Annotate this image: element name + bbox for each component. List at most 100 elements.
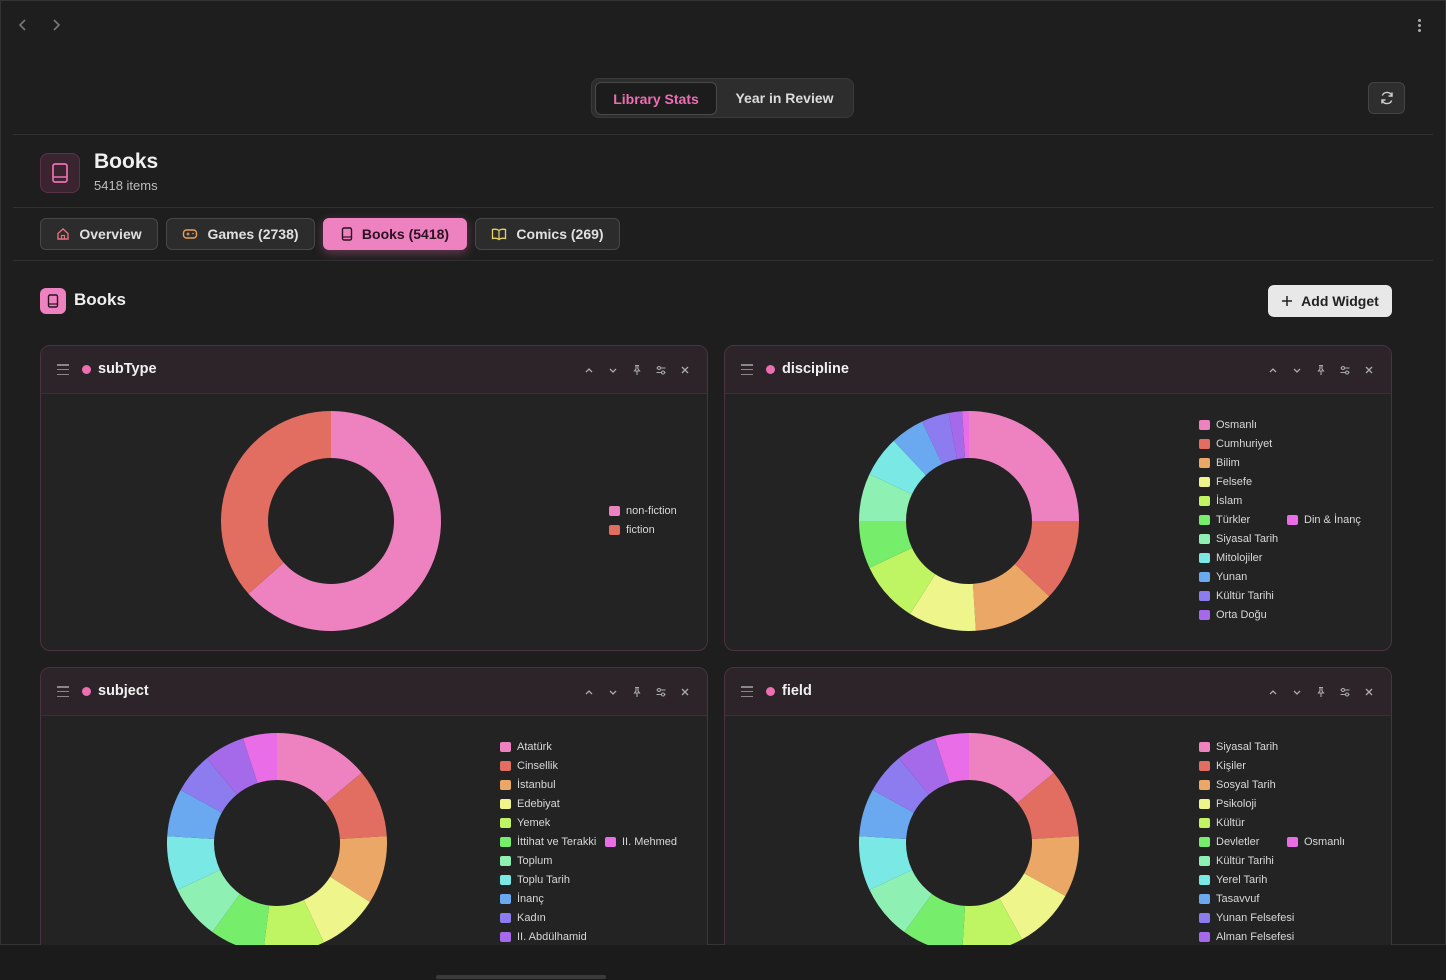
legend-item[interactable]: İslam <box>1199 494 1242 508</box>
add-widget-button[interactable]: Add Widget <box>1268 285 1392 317</box>
legend-item[interactable]: Mitolojiler <box>1199 551 1262 565</box>
legend-item[interactable]: Yunan Felsefesi <box>1199 911 1294 925</box>
legend-item[interactable]: Orta Doğu <box>1199 608 1267 622</box>
donut-slice-3[interactable] <box>999 873 1066 940</box>
legend-item[interactable]: Toplu Tarih <box>500 873 570 887</box>
settings-sliders-icon[interactable] <box>651 360 671 380</box>
legend-item[interactable]: Cinsellik <box>500 759 558 773</box>
close-icon[interactable] <box>675 360 695 380</box>
chevron-left-icon[interactable] <box>13 15 33 35</box>
donut-slice-7[interactable] <box>859 836 912 890</box>
donut-slice-9[interactable] <box>922 412 958 464</box>
chevron-down-icon[interactable] <box>1287 682 1307 702</box>
legend-item[interactable]: Felsefe <box>1199 475 1252 489</box>
close-icon[interactable] <box>1359 360 1379 380</box>
donut-slice-6[interactable] <box>177 869 240 932</box>
legend-item[interactable]: Osmanlı <box>1199 418 1257 432</box>
tab-year-in-review[interactable]: Year in Review <box>735 90 834 106</box>
donut-slice-8[interactable] <box>893 421 943 476</box>
pin-icon[interactable] <box>1311 360 1331 380</box>
legend-item[interactable]: Yemek <box>500 816 550 830</box>
donut-slice-2[interactable] <box>330 836 387 902</box>
legend-item[interactable]: Devletler <box>1199 835 1259 849</box>
donut-slice-0[interactable] <box>969 411 1079 521</box>
donut-slice-1[interactable] <box>1017 772 1079 840</box>
tab-overview[interactable]: Overview <box>40 218 158 250</box>
pin-icon[interactable] <box>627 360 647 380</box>
legend-item[interactable]: II. Abdülhamid <box>500 930 587 944</box>
legend-item[interactable]: Siyasal Tarih <box>1199 532 1278 546</box>
donut-slice-11[interactable] <box>962 411 969 459</box>
pin-icon[interactable] <box>627 682 647 702</box>
settings-sliders-icon[interactable] <box>1335 682 1355 702</box>
donut-slice-2[interactable] <box>972 564 1050 631</box>
legend-item[interactable]: Edebiyat <box>500 797 560 811</box>
legend-item[interactable]: Psikoloji <box>1199 797 1256 811</box>
chevron-up-icon[interactable] <box>1263 682 1283 702</box>
legend-item[interactable]: İnanç <box>500 892 544 906</box>
donut-slice-1[interactable] <box>1014 521 1079 597</box>
donut-slice-9[interactable] <box>872 758 929 813</box>
donut-slice-6[interactable] <box>869 869 932 932</box>
close-icon[interactable] <box>675 682 695 702</box>
donut-slice-3[interactable] <box>303 876 370 943</box>
settings-sliders-icon[interactable] <box>651 682 671 702</box>
donut-slice-10[interactable] <box>898 738 950 795</box>
legend-item[interactable]: Türkler <box>1199 513 1250 527</box>
legend-item[interactable]: Atatürk <box>500 740 552 754</box>
legend-item[interactable]: II. Mehmed <box>605 835 677 849</box>
tab-books[interactable]: Books (5418) <box>323 218 467 250</box>
tab-library-stats[interactable]: Library Stats <box>595 82 717 115</box>
donut-slice-4[interactable] <box>869 547 936 614</box>
legend-item[interactable]: Kültür Tarihi <box>1199 589 1274 603</box>
legend-item[interactable]: Din & İnanç <box>1287 513 1361 527</box>
donut-slice-5[interactable] <box>212 893 270 953</box>
donut-slice-10[interactable] <box>206 738 258 795</box>
legend-item[interactable]: Kişiler <box>1199 759 1246 773</box>
legend-item[interactable]: İstanbul <box>500 778 556 792</box>
more-vertical-icon[interactable] <box>1409 15 1429 35</box>
drag-handle-icon[interactable] <box>741 686 753 697</box>
drag-handle-icon[interactable] <box>741 364 753 375</box>
donut-slice-9[interactable] <box>180 758 237 813</box>
donut-slice-5[interactable] <box>859 521 912 568</box>
legend-item[interactable]: Kültür Tarihi <box>1199 854 1274 868</box>
chevron-down-icon[interactable] <box>1287 360 1307 380</box>
donut-slice-1[interactable] <box>325 772 387 840</box>
legend-item[interactable]: non-fiction <box>609 504 677 518</box>
tab-comics[interactable]: Comics (269) <box>475 218 620 250</box>
drag-handle-icon[interactable] <box>57 364 69 375</box>
chevron-up-icon[interactable] <box>1263 360 1283 380</box>
close-icon[interactable] <box>1359 682 1379 702</box>
legend-item[interactable]: Kültür <box>1199 816 1245 830</box>
donut-slice-1[interactable] <box>221 411 331 594</box>
donut-slice-7[interactable] <box>167 836 220 890</box>
donut-slice-0[interactable] <box>277 733 362 803</box>
chevron-up-icon[interactable] <box>579 682 599 702</box>
donut-slice-5[interactable] <box>904 893 966 953</box>
donut-slice-8[interactable] <box>859 790 914 840</box>
legend-item[interactable]: Tasavvuf <box>1199 892 1259 906</box>
horizontal-scrollbar[interactable] <box>436 975 606 979</box>
donut-slice-4[interactable] <box>263 900 324 953</box>
donut-slice-0[interactable] <box>969 733 1054 803</box>
donut-slice-2[interactable] <box>1024 836 1079 896</box>
donut-slice-10[interactable] <box>948 411 966 460</box>
legend-item[interactable]: İttihat ve Terakki <box>500 835 596 849</box>
tab-games[interactable]: Games (2738) <box>166 218 315 250</box>
donut-slice-4[interactable] <box>962 898 1022 953</box>
legend-item[interactable]: fiction <box>609 523 655 537</box>
donut-slice-7[interactable] <box>869 440 926 495</box>
donut-slice-8[interactable] <box>167 790 222 840</box>
donut-slice-11[interactable] <box>935 733 969 784</box>
legend-item[interactable]: Bilim <box>1199 456 1240 470</box>
legend-item[interactable]: Cumhuriyet <box>1199 437 1272 451</box>
donut-slice-6[interactable] <box>859 474 912 521</box>
donut-slice-11[interactable] <box>243 733 277 784</box>
chevron-down-icon[interactable] <box>603 682 623 702</box>
refresh-button[interactable] <box>1368 82 1405 114</box>
legend-item[interactable]: Yerel Tarih <box>1199 873 1267 887</box>
legend-item[interactable]: Toplum <box>500 854 552 868</box>
chevron-down-icon[interactable] <box>603 360 623 380</box>
chevron-up-icon[interactable] <box>579 360 599 380</box>
